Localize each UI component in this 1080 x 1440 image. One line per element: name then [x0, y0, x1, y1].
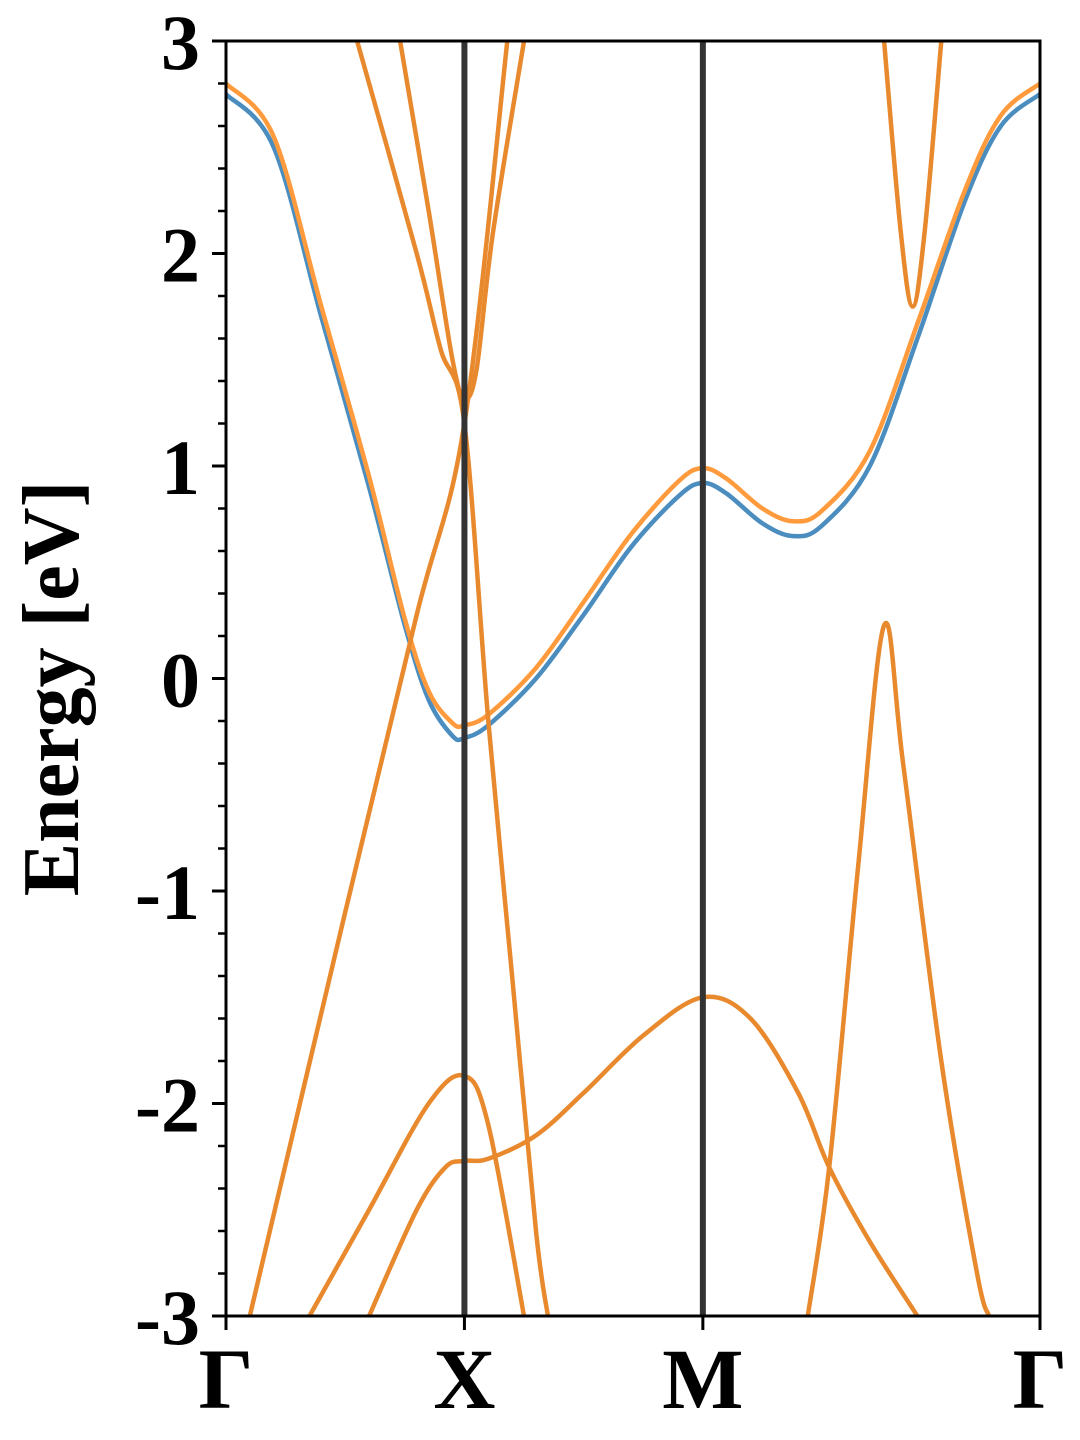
tick-layer — [212, 39, 1042, 1330]
k-tick-label: Γ — [1013, 1331, 1068, 1427]
k-tick-label: M — [662, 1331, 743, 1427]
y-tick-label: -2 — [135, 1062, 200, 1149]
plot-frame — [224, 39, 1042, 1318]
y-tick-label: 0 — [161, 637, 200, 724]
series-layer — [226, 41, 1040, 1316]
y-axis-label: Energy [eV] — [8, 481, 96, 896]
y-tick-label: 2 — [161, 212, 200, 299]
y-tick-labels: 3 2 1 0 -1 -2 -3 — [135, 0, 200, 1361]
band-line — [226, 91, 1040, 743]
band-line — [805, 620, 992, 1316]
band-line — [307, 1072, 527, 1316]
band-line — [366, 994, 920, 1316]
k-tick-label: X — [433, 1331, 495, 1427]
band-line — [354, 41, 551, 1316]
k-tick-label: Γ — [199, 1331, 254, 1427]
y-tick-label: -3 — [135, 1274, 200, 1361]
band-line — [247, 41, 510, 1316]
y-tick-label: 3 — [161, 0, 200, 86]
y-tick-label: -1 — [135, 849, 200, 936]
band-line — [226, 81, 1040, 730]
y-tick-label: 1 — [161, 424, 200, 511]
k-separator-layer — [461, 41, 706, 1316]
band-line — [881, 41, 944, 309]
